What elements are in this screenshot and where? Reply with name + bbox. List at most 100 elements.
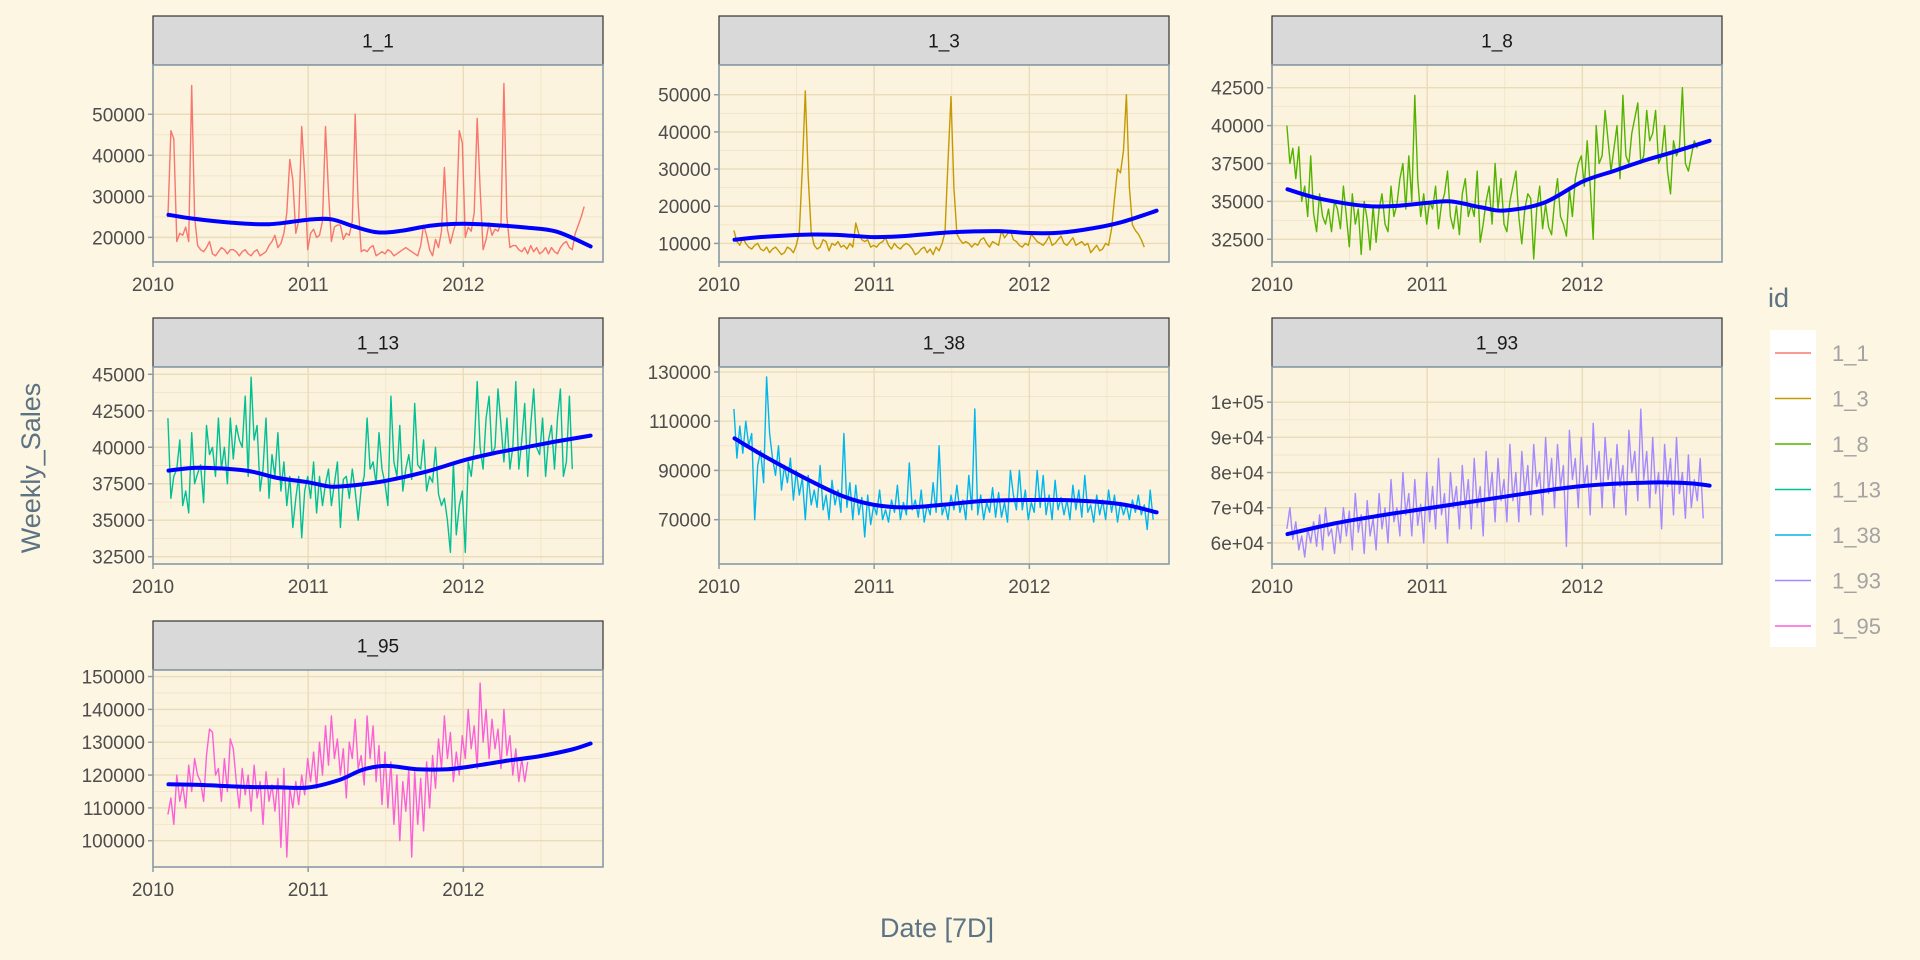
x-tick-label: 2010: [132, 577, 174, 598]
panel-background: [719, 367, 1169, 564]
x-tick-label: 2012: [1008, 577, 1050, 598]
x-tick-label: 2012: [1561, 275, 1603, 296]
legend-key-background: [1770, 330, 1816, 647]
y-tick-label: 120000: [82, 766, 145, 787]
facet-title: 1_13: [357, 334, 399, 355]
x-tick-label: 2012: [1008, 275, 1050, 296]
y-tick-label: 9e+04: [1211, 428, 1265, 449]
legend-title: id: [1768, 283, 1789, 313]
y-tick-label: 37500: [92, 475, 145, 496]
x-tick-label: 2011: [288, 275, 329, 296]
x-tick-label: 2012: [442, 880, 484, 901]
facet-strip: [718, 317, 1170, 368]
y-tick-label: 40000: [1211, 117, 1264, 138]
y-tick-label: 35000: [1211, 192, 1264, 213]
panel-border: [152, 669, 604, 868]
facet-strip: [1271, 317, 1723, 368]
series-line-1_95: [167, 682, 529, 858]
y-tick-label: 70000: [658, 511, 711, 532]
trend-line-1_3: [732, 208, 1159, 242]
facet-panel: 1_1 20000 30000 40000 50000 2010 2011 2012: [92, 15, 604, 296]
x-tick-label: 2010: [698, 275, 740, 296]
panel-border: [152, 366, 604, 565]
panel-border: [152, 64, 604, 263]
legend-label: 1_3: [1832, 387, 1869, 412]
y-tick-label: 50000: [92, 105, 145, 126]
y-tick-label: 130000: [82, 733, 145, 754]
y-tick-label: 40000: [658, 123, 711, 144]
y-tick-label: 6e+04: [1211, 534, 1265, 555]
legend-label: 1_1: [1832, 341, 1869, 366]
x-tick-label: 2010: [698, 577, 740, 598]
y-tick-label: 110000: [83, 799, 145, 820]
x-tick-label: 2012: [442, 577, 484, 598]
x-tick-label: 2010: [132, 880, 174, 901]
panel-border: [718, 366, 1170, 565]
y-tick-label: 150000: [82, 668, 145, 689]
x-tick-label: 2011: [288, 880, 329, 901]
legend-label: 1_8: [1832, 432, 1869, 457]
facet-strip: [1271, 15, 1723, 66]
series-line-1_1: [167, 82, 585, 257]
facet-title: 1_3: [928, 32, 960, 53]
y-tick-label: 8e+04: [1211, 464, 1265, 485]
facet-strip: [152, 317, 604, 368]
legend: id 1_1 1_3 1_8 1_13 1_38 1_93 1_95: [1768, 283, 1881, 647]
facet-strip: [152, 15, 604, 66]
x-tick-label: 2011: [1407, 577, 1448, 598]
facet-panel: 1_8 32500 35000 37500 40000 42500 2010 2011 2012: [1211, 15, 1723, 296]
legend-label: 1_95: [1832, 614, 1881, 639]
legend-label: 1_13: [1832, 478, 1881, 503]
x-tick-label: 2012: [442, 275, 484, 296]
facet-panel: 1_3 10000 20000 30000 40000 50000 2010 2011 2012: [658, 15, 1170, 296]
y-tick-label: 32500: [92, 548, 145, 569]
y-tick-label: 42500: [92, 402, 145, 423]
x-tick-label: 2010: [132, 275, 174, 296]
x-tick-label: 2011: [854, 577, 895, 598]
y-tick-label: 40000: [92, 438, 145, 459]
y-tick-label: 37500: [1211, 155, 1264, 176]
y-tick-label: 42500: [1211, 79, 1264, 100]
legend-label: 1_93: [1832, 569, 1881, 594]
x-tick-label: 2011: [1407, 275, 1448, 296]
y-tick-label: 45000: [92, 365, 145, 386]
series-line-1_13: [167, 376, 573, 553]
y-tick-label: 20000: [92, 228, 145, 249]
y-tick-label: 32500: [1211, 230, 1264, 251]
y-tick-label: 50000: [658, 86, 711, 107]
facet-title: 1_38: [923, 334, 965, 355]
x-tick-label: 2011: [854, 275, 895, 296]
panel-border: [1271, 366, 1723, 565]
x-tick-label: 2010: [1251, 275, 1293, 296]
x-axis-title: Date [7D]: [880, 913, 994, 943]
trend-line-1_93: [1285, 480, 1712, 537]
trend-line-1_38: [732, 436, 1159, 515]
facet-title: 1_93: [1476, 334, 1518, 355]
facet-panel: 1_13 32500 35000 37500 40000 42500 45000 2010 20…: [92, 317, 604, 598]
y-tick-label: 100000: [82, 832, 145, 853]
facet-panel: 1_38 70000 90000 110000 130000 2010 2011 2012: [648, 317, 1170, 598]
trend-line-1_95: [166, 741, 593, 790]
y-tick-label: 30000: [658, 160, 711, 181]
y-tick-label: 40000: [92, 146, 145, 167]
x-tick-label: 2010: [1251, 577, 1293, 598]
y-tick-label: 7e+04: [1211, 499, 1265, 520]
series-line-1_38: [733, 376, 1154, 538]
y-axis-title: Weekly_Sales: [16, 383, 46, 554]
y-tick-label: 140000: [82, 700, 145, 721]
x-tick-label: 2012: [1561, 577, 1603, 598]
y-tick-label: 1e+05: [1211, 393, 1264, 414]
facet-strip: [152, 620, 604, 671]
y-tick-label: 20000: [658, 197, 711, 218]
facet-title: 1_95: [357, 637, 399, 658]
facet-strip: [718, 15, 1170, 66]
facet-panel: 1_95 100000 110000 120000 130000 140000 150000…: [82, 620, 604, 901]
legend-label: 1_38: [1832, 523, 1881, 548]
y-tick-label: 30000: [92, 187, 145, 208]
series-line-1_93: [1286, 408, 1704, 558]
y-tick-label: 90000: [658, 461, 711, 482]
y-tick-label: 110000: [649, 412, 711, 433]
trend-line-1_1: [166, 212, 593, 249]
